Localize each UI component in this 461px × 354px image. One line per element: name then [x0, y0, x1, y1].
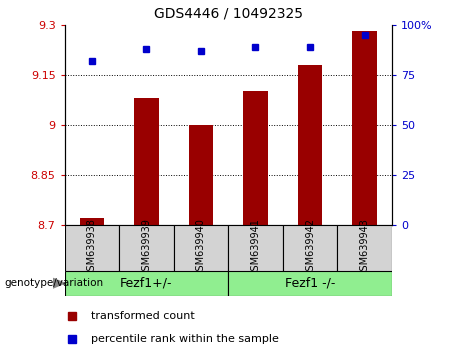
Bar: [283, 225, 337, 271]
Polygon shape: [53, 278, 65, 288]
Text: Fezf1+/-: Fezf1+/-: [120, 277, 172, 290]
Text: GSM639939: GSM639939: [142, 218, 151, 277]
Text: GSM639943: GSM639943: [360, 218, 370, 277]
Text: genotype/variation: genotype/variation: [5, 278, 104, 288]
Text: GSM639938: GSM639938: [87, 218, 97, 277]
Bar: [228, 225, 283, 271]
Text: GSM639940: GSM639940: [196, 218, 206, 277]
Text: GSM639942: GSM639942: [305, 218, 315, 277]
Bar: [80, 218, 104, 225]
Bar: [134, 98, 159, 225]
Bar: [174, 225, 228, 271]
Bar: [65, 271, 228, 296]
Bar: [337, 225, 392, 271]
Bar: [189, 125, 213, 225]
Title: GDS4446 / 10492325: GDS4446 / 10492325: [154, 7, 303, 21]
Text: Fezf1 -/-: Fezf1 -/-: [285, 277, 335, 290]
Bar: [352, 32, 377, 225]
Text: GSM639941: GSM639941: [250, 218, 260, 277]
Bar: [298, 65, 322, 225]
Bar: [119, 225, 174, 271]
Bar: [65, 225, 119, 271]
Text: transformed count: transformed count: [91, 311, 195, 321]
Text: percentile rank within the sample: percentile rank within the sample: [91, 334, 279, 344]
Bar: [228, 271, 392, 296]
Bar: [243, 91, 268, 225]
